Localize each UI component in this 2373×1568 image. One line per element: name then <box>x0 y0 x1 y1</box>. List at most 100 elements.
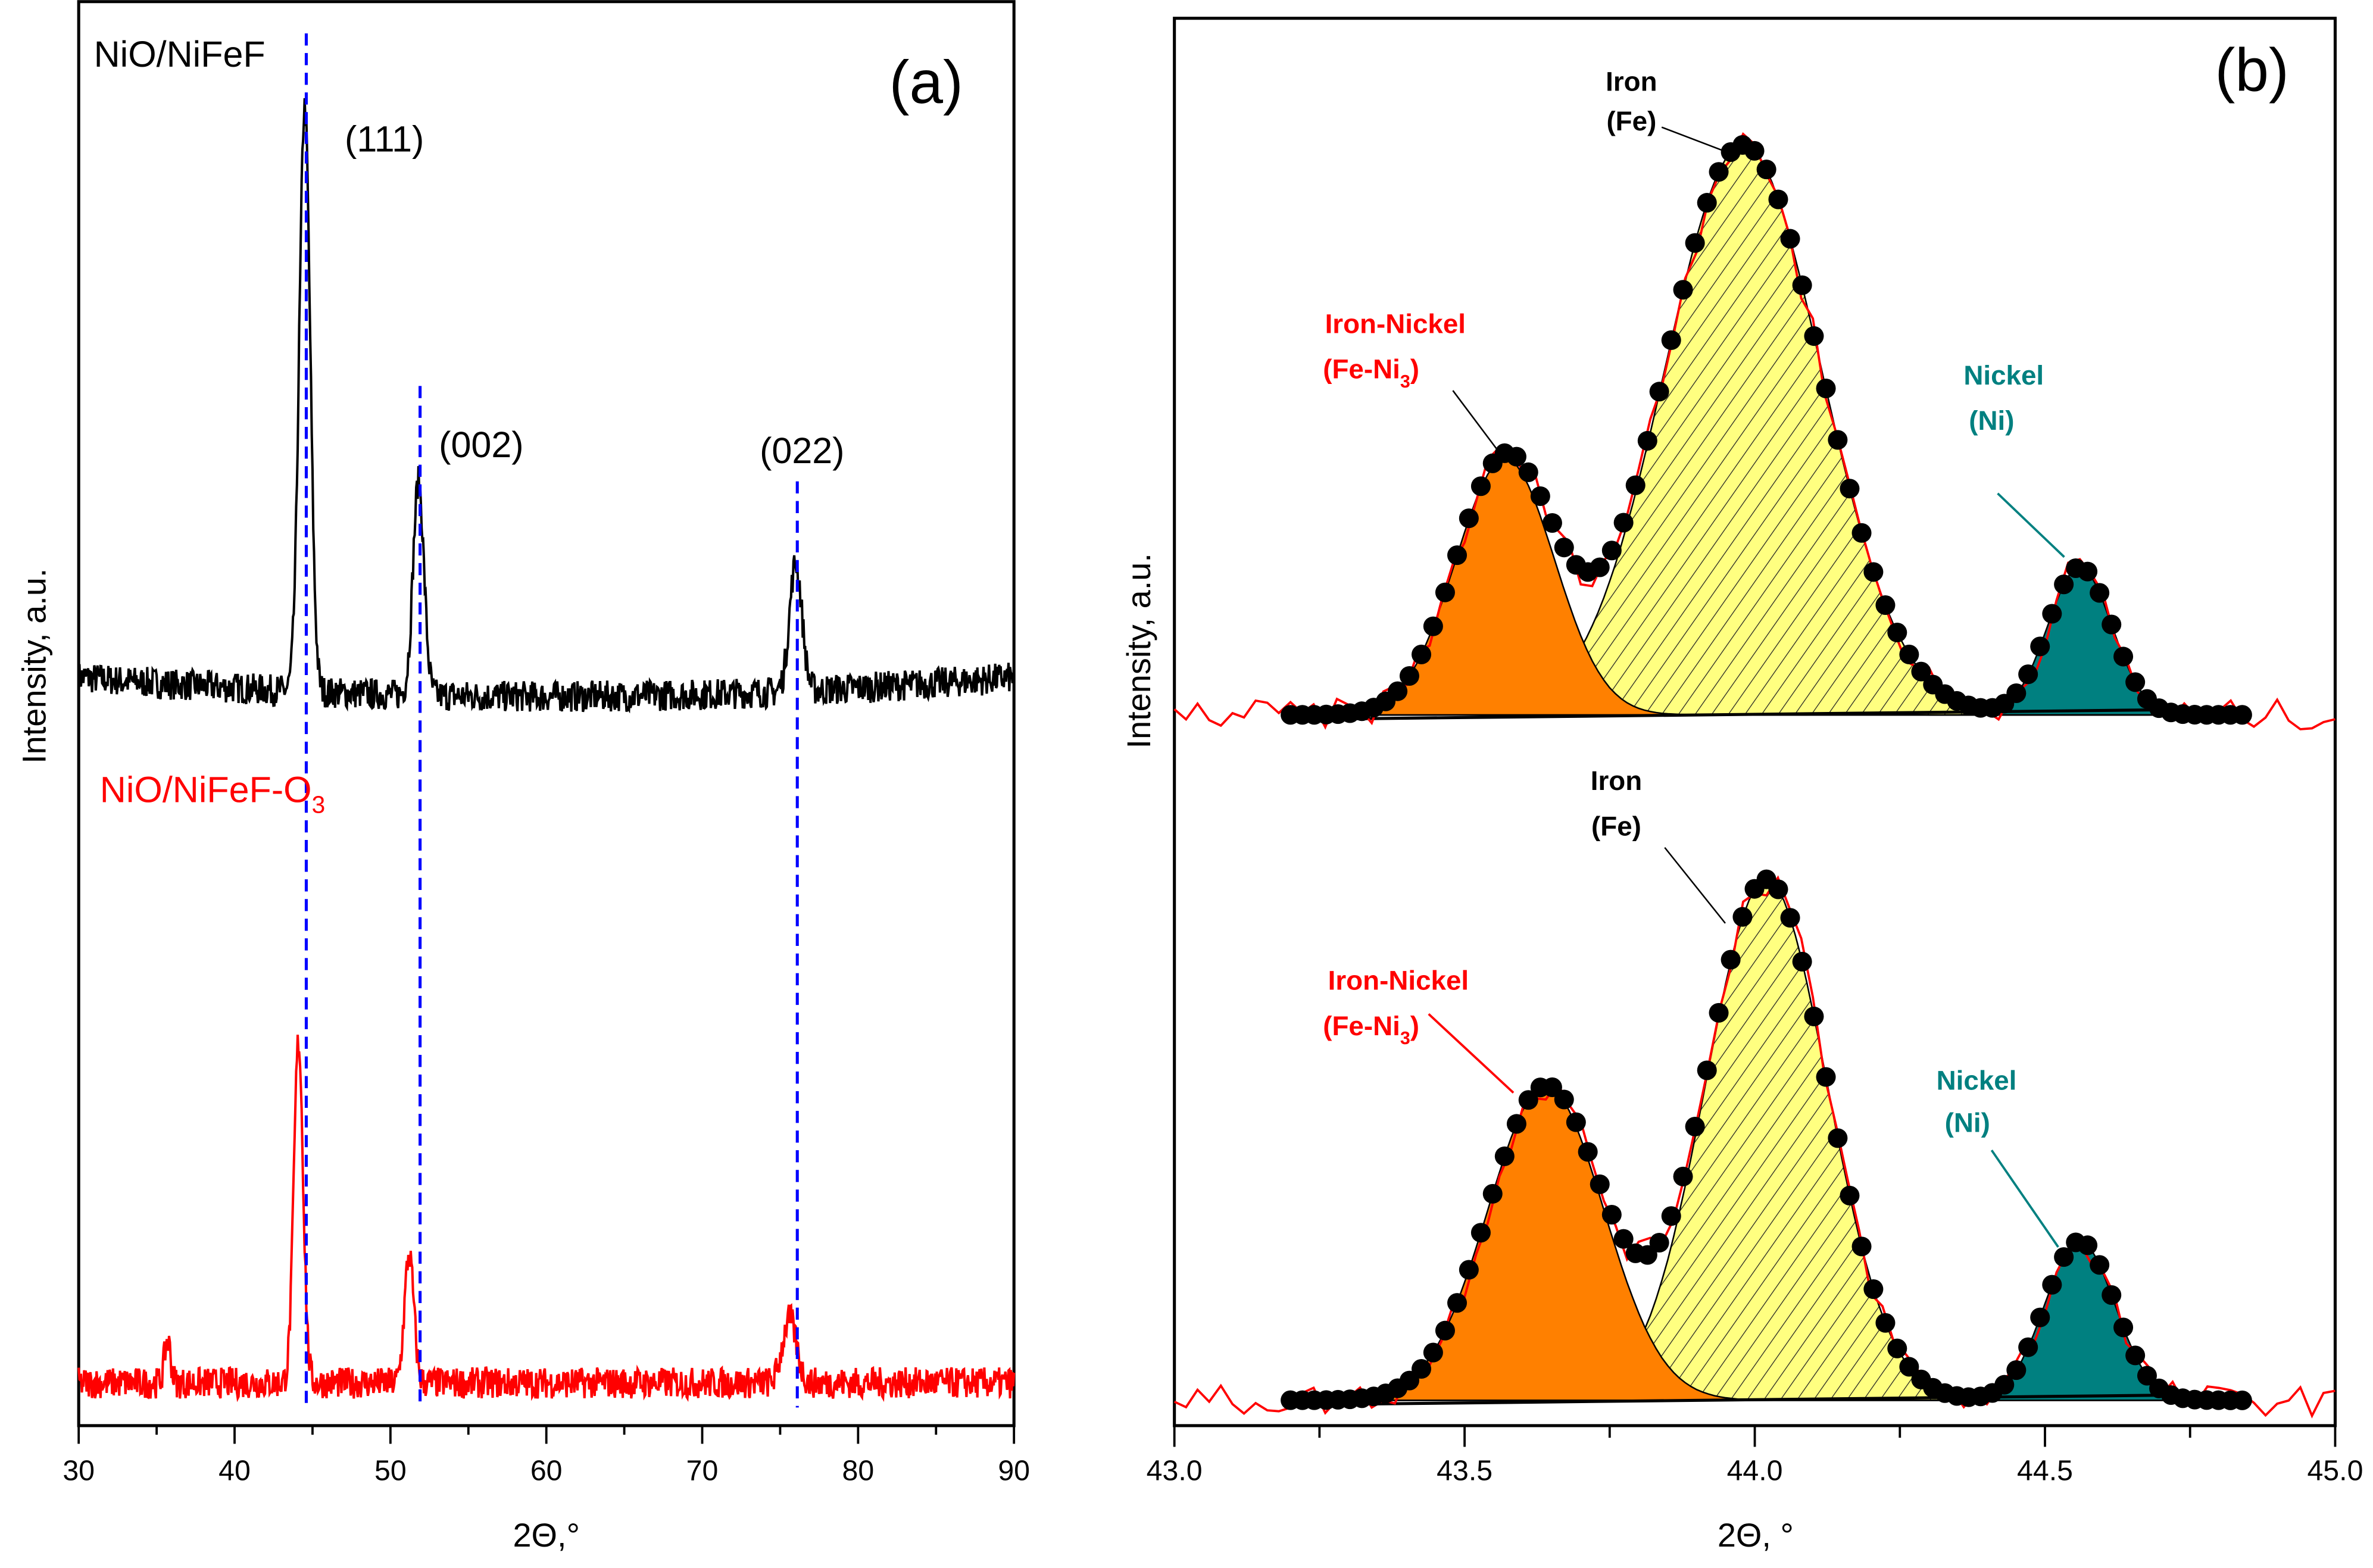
fit-point <box>2054 1247 2074 1267</box>
annotation-111: (111) <box>345 118 424 159</box>
fit-point <box>1613 1229 1634 1249</box>
fit-point <box>1673 1166 1693 1186</box>
fit-point <box>1447 1293 1467 1313</box>
fit-point <box>1412 644 1432 664</box>
fit-point <box>1816 1067 1836 1087</box>
panel-b-label: (b) <box>2215 36 2288 104</box>
fit-point <box>2090 583 2110 603</box>
label-iron-nickel-lower: Iron-Nickel <box>1328 966 1469 996</box>
fit-point <box>2030 1307 2050 1328</box>
fit-point <box>1459 1260 1479 1280</box>
fit-point <box>1613 513 1634 533</box>
fit-point <box>1840 479 1860 499</box>
fit-point <box>2125 672 2146 692</box>
fit-point <box>1756 160 1776 180</box>
label-fe-lower: (Fe) <box>1591 811 1641 841</box>
x-tick-label: 60 <box>530 1454 563 1486</box>
fit-point <box>1649 382 1669 402</box>
fit-point <box>1661 330 1681 350</box>
panel-b-plot-area <box>1173 132 2335 1419</box>
legend-nio-nifef: NiO/NiFeF <box>94 34 266 74</box>
fit-point <box>1649 1232 1669 1253</box>
fit-point <box>2018 1337 2038 1357</box>
fit-point <box>1768 189 1788 210</box>
panel-a-x-axis: 30 40 50 60 70 80 90 <box>63 1425 1030 1486</box>
fit-point <box>1554 538 1574 558</box>
fit-point <box>2018 664 2038 685</box>
label-nickel-lower: Nickel <box>1937 1066 2017 1096</box>
fit-baseline-upper <box>1290 707 2249 721</box>
x-tick-label: 80 <box>842 1454 875 1486</box>
fit-point <box>1994 1375 2015 1395</box>
panel-b: 43.0 43.5 44.0 44.5 45.0 (b) Intensity, a.u.… <box>1120 17 2363 1554</box>
fit-point <box>1911 661 1931 682</box>
fit-point <box>1840 1185 1860 1205</box>
fit-point <box>2042 604 2062 624</box>
fit-point <box>1506 1114 1526 1134</box>
label-iron-nickel-upper: Iron-Nickel <box>1325 308 1466 339</box>
fit-point <box>2102 1285 2122 1305</box>
fit-point <box>1637 430 1657 451</box>
label-fe-ni3-upper: (Fe-Ni3) <box>1323 354 1419 392</box>
fit-point <box>1863 1279 1884 1300</box>
leader-ni-upper <box>1997 492 2065 558</box>
annotation-022: (022) <box>760 430 844 471</box>
fit-point <box>1566 1112 1586 1132</box>
fit-point <box>2113 1317 2134 1338</box>
fit-point <box>1412 1358 1432 1379</box>
fit-point <box>1625 475 1646 495</box>
lower-labels: Iron (Fe) Iron-Nickel (Fe-Ni3) Nickel (N… <box>1323 766 2059 1248</box>
fit-point <box>2125 1345 2146 1366</box>
label-fe-upper: (Fe) <box>1606 106 1656 136</box>
fit-point <box>1780 229 1800 249</box>
fit-point <box>1804 326 1824 346</box>
fit-point <box>1697 193 1717 213</box>
fit-point <box>2090 1255 2110 1275</box>
fit-point <box>1542 1077 1562 1097</box>
fit-point <box>1709 1002 1729 1023</box>
fit-point <box>1709 162 1729 182</box>
fit-point <box>1518 462 1538 482</box>
fit-point <box>1816 378 1836 399</box>
fit-point <box>1482 1183 1503 1204</box>
fit-point <box>1828 1128 1848 1148</box>
fit-point <box>1887 623 1907 643</box>
fit-point <box>1685 1117 1705 1137</box>
panel-a-plot-area <box>77 33 1016 1408</box>
x-tick-label: 43.0 <box>1147 1454 1203 1486</box>
label-ni-upper: (Ni) <box>1969 405 2014 436</box>
fit-point <box>1423 1342 1443 1363</box>
fit-point <box>1494 1146 1515 1166</box>
fit-point <box>2054 574 2074 595</box>
fit-point <box>1518 1090 1538 1110</box>
fit-point <box>1637 1245 1657 1265</box>
fit-point <box>1506 446 1526 467</box>
panel-a-frame <box>77 0 1016 1428</box>
label-iron-upper: Iron <box>1606 67 1657 97</box>
fit-point <box>2232 705 2252 725</box>
fit-point <box>2137 1366 2157 1386</box>
fit-point <box>1875 595 1896 616</box>
fit-baseline-lower <box>1290 1392 2249 1407</box>
fit-point <box>1768 879 1788 899</box>
fit-point <box>1685 233 1705 253</box>
label-ni-lower: (Ni) <box>1945 1108 1990 1138</box>
x-tick-label: 45.0 <box>2307 1454 2363 1486</box>
label-fe-ni3-lower: (Fe-Ni3) <box>1323 1011 1419 1048</box>
panel-a-label: (a) <box>889 48 963 116</box>
fit-point <box>1899 644 1919 664</box>
fit-point <box>2006 1360 2027 1380</box>
fit-point <box>1554 1089 1574 1110</box>
fit-point <box>1590 1174 1610 1194</box>
x-tick-label: 70 <box>686 1454 719 1486</box>
fit-point <box>2078 1235 2098 1255</box>
fit-point <box>2030 636 2050 657</box>
series-line-0 <box>77 98 1016 714</box>
panel-b-y-label: Intensity, a.u. <box>1120 553 1157 748</box>
fit-point <box>1744 140 1765 161</box>
panel-b-x-axis: 43.0 43.5 44.0 44.5 45.0 <box>1147 1425 2363 1486</box>
label-iron-lower: Iron <box>1591 766 1642 796</box>
upper-labels: Iron (Fe) Iron-Nickel (Fe-Ni3) Nickel (N… <box>1323 67 2065 558</box>
fit-point <box>1399 666 1419 686</box>
